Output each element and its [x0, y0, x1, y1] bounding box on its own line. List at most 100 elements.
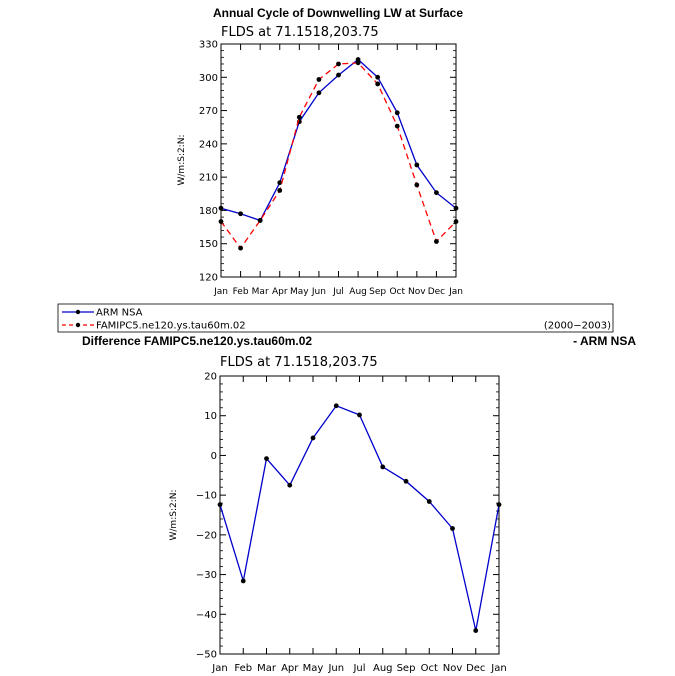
annual-cycle-chart: Annual Cycle of Downwelling LW at Surfac… [177, 6, 463, 297]
chart1-series-1-point [277, 188, 283, 193]
chart1-xtick-label: Dec [428, 287, 445, 297]
chart2-ytick-label: 20 [204, 372, 217, 383]
chart2-series-0-point [403, 478, 409, 484]
chart1-series-0-point [414, 162, 420, 168]
chart1-ytick-label: 150 [199, 239, 218, 250]
chart1-series-0-point [375, 74, 381, 80]
chart2-xtick-label: Dec [466, 663, 485, 674]
chart1-ytick-label: 330 [199, 40, 218, 51]
chart2-xtick-label: Feb [234, 663, 252, 674]
chart1-plot-frame [220, 43, 457, 278]
chart1-series-0-point [316, 90, 322, 96]
chart2-series-0-point [310, 435, 316, 441]
chart2-series-0-point [287, 482, 293, 488]
chart2-ytick-label: 0 [211, 451, 217, 462]
chart2-xtick-label: Oct [421, 663, 438, 674]
chart1-ytick-label: 300 [199, 73, 218, 84]
chart2-xtick-label: Jun [327, 663, 344, 674]
chart2-title: Difference FAMIPC5.ne120.ys.tau60m.02 [82, 334, 312, 348]
chart1-ytick-label: 240 [199, 139, 218, 150]
chart1-xtick-label: Nov [408, 287, 426, 297]
chart1-ylabel: W/m:S:2:N: [177, 135, 187, 186]
legend-frame [57, 303, 614, 333]
chart2-series-0-point [496, 502, 502, 508]
chart1-series-0-point [218, 205, 224, 211]
chart2-xtick-label: Mar [257, 663, 277, 674]
chart2-xtick-label: Jul [352, 663, 365, 674]
chart1-xtick-label: Jun [311, 287, 326, 297]
chart2-subtitle: FLDS at 71.1518,203.75 [220, 355, 378, 370]
chart1-ytick-label: 270 [199, 106, 218, 117]
difference-chart: Difference FAMIPC5.ne120.ys.tau60m.02 - … [82, 334, 636, 674]
chart1-series-0-point [453, 205, 459, 211]
chart1-xtick-label: Jan [448, 287, 463, 297]
chart2-ylabel: W/m:S:2:N: [169, 490, 179, 541]
chart1-series-0-point [277, 180, 283, 186]
chart1-xtick-label: Jul [332, 287, 344, 297]
chart1-ytick-label: 120 [199, 273, 218, 284]
chart1-series-1-point [257, 218, 263, 223]
chart1-series-1-point [316, 77, 322, 82]
chart2-xtick-label: Nov [443, 663, 463, 674]
chart1-xtick-label: Apr [272, 287, 288, 297]
legend-entry-arm: ARM NSA [96, 308, 143, 319]
legend: ARM NSA FAMIPC5.ne120.ys.tau60m.02 (2000… [57, 303, 614, 333]
chart1-series-0-point [238, 211, 243, 217]
chart2-series-0-point [473, 628, 479, 633]
chart2-ytick-label: −40 [196, 610, 217, 621]
chart2-xtick-label: Sep [397, 663, 416, 674]
chart2-series-line-0 [219, 405, 500, 631]
chart1-ytick-label: 180 [199, 206, 218, 217]
chart1-xtick-label: Jan [213, 287, 228, 297]
chart2-series-0-point [240, 578, 246, 584]
chart2-xtick-label: May [303, 663, 324, 674]
chart1-title: Annual Cycle of Downwelling LW at Surfac… [213, 6, 463, 20]
chart2-xtick-label: Jan [490, 663, 506, 674]
chart1-series-1-point [218, 219, 224, 224]
chart1-xtick-label: May [290, 287, 309, 297]
chart2-title-right: - ARM NSA [573, 334, 636, 348]
chart1-series-1-point [394, 123, 400, 129]
chart1-xtick-label: Aug [349, 287, 367, 297]
chart1-series-1-point [296, 114, 302, 120]
legend-marker-arm [75, 309, 81, 315]
chart1-xtick-label: Oct [389, 287, 405, 297]
chart1-series-0-point [394, 110, 400, 116]
chart1-series-1-point [336, 61, 341, 67]
chart1-series-1-point [453, 219, 459, 224]
chart2-series-0-point [380, 464, 386, 470]
chart2-ytick-label: −20 [196, 530, 217, 541]
chart2-ytick-label: −50 [196, 650, 217, 661]
chart1-series-line-1 [220, 62, 457, 250]
chart1-xtick-label: Mar [252, 287, 269, 297]
chart2-series-0-point [357, 412, 362, 418]
legend-period: (2000−2003) [544, 321, 611, 332]
chart2-xtick-label: Aug [373, 663, 393, 674]
chart2-ytick-label: −10 [196, 491, 217, 502]
chart1-subtitle: FLDS at 71.1518,203.75 [221, 25, 379, 40]
chart1-series-0-point [336, 72, 341, 78]
chart1-series-1-point [434, 239, 439, 244]
chart1-series-1-point [238, 245, 243, 251]
chart1-series-1-point [375, 81, 381, 87]
chart2-plot-frame [219, 375, 500, 655]
chart1-series-1-point [414, 182, 420, 188]
chart2-series-0-point [426, 499, 432, 504]
chart1-series-0-point [434, 190, 439, 196]
chart2-series-0-point [450, 526, 455, 531]
chart2-series-0-point [217, 502, 223, 508]
chart2-series-0-point [264, 456, 269, 462]
chart2-xtick-label: Jan [211, 663, 227, 674]
chart1-series-1-point [355, 60, 361, 66]
chart1-series-0-point [355, 57, 361, 62]
legend-marker-famip [75, 322, 81, 328]
chart2-series-0-point [333, 403, 339, 409]
legend-entry-famip: FAMIPC5.ne120.ys.tau60m.02 [96, 321, 246, 332]
chart2-ytick-label: 10 [204, 411, 217, 422]
chart1-xtick-label: Sep [369, 287, 386, 297]
chart2-ytick-label: −30 [196, 570, 217, 581]
chart1-ytick-label: 210 [199, 173, 218, 184]
chart1-xtick-label: Feb [233, 287, 249, 297]
chart2-xtick-label: Apr [281, 663, 299, 674]
